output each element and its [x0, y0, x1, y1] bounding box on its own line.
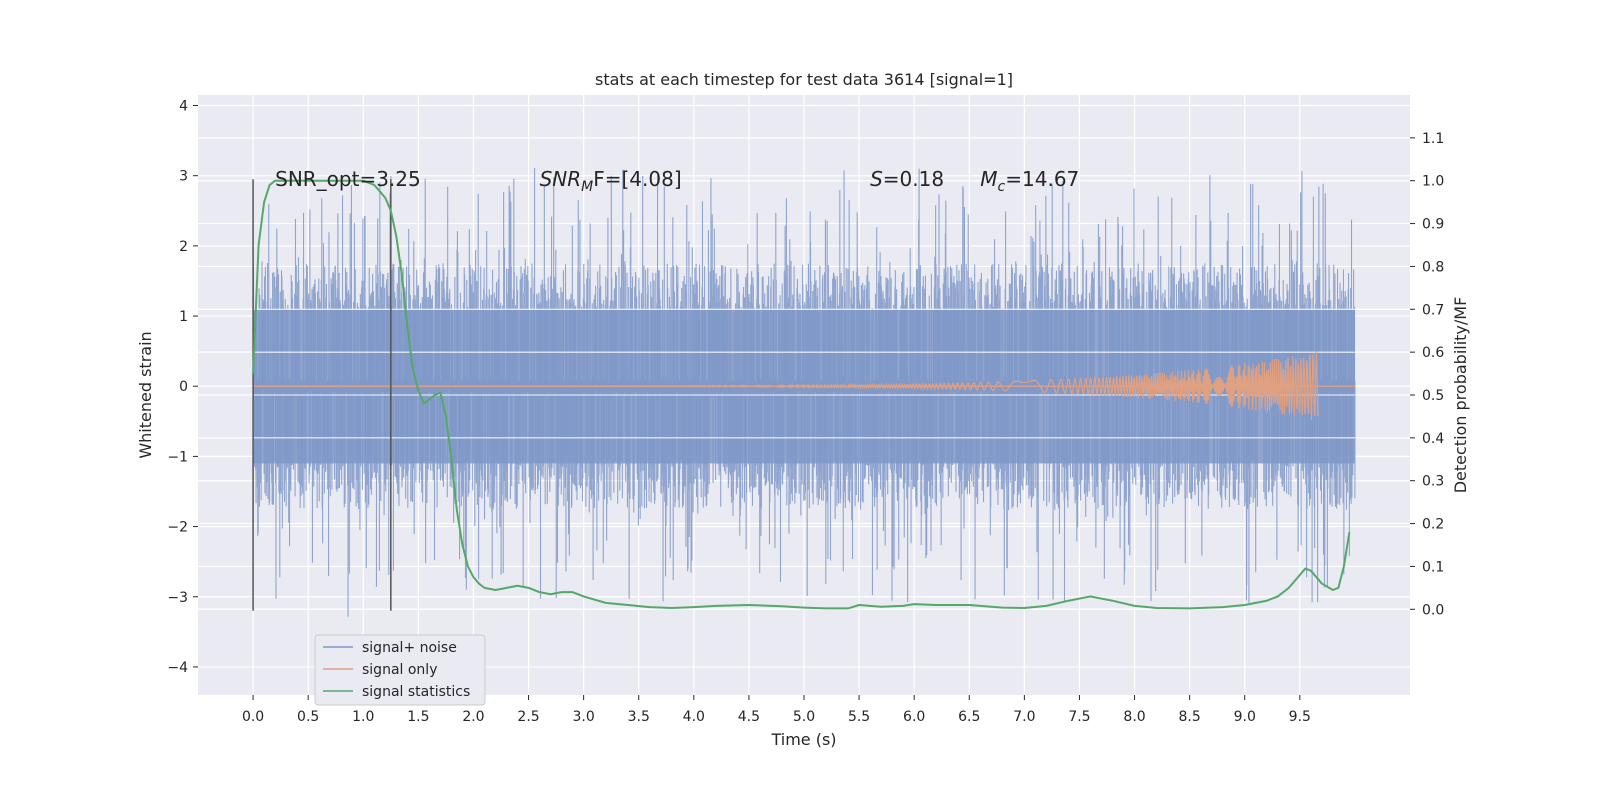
x-tick-label: 2.0: [462, 709, 484, 725]
y-right-tick-label: 0.9: [1422, 217, 1444, 233]
annotation-mc: Mc=14.67: [980, 167, 1079, 195]
y-tick-label: 4: [179, 99, 188, 115]
x-tick-label: 7.5: [1068, 709, 1090, 725]
x-tick-label: 1.0: [352, 709, 374, 725]
x-tick-label: 5.5: [848, 709, 870, 725]
x-tick-label: 3.5: [628, 709, 650, 725]
x-tick-label: 0.5: [297, 709, 319, 725]
y-right-tick-label: 0.5: [1422, 388, 1444, 404]
y-tick-label: 3: [179, 169, 188, 185]
legend: signal+ noise signal only signal statist…: [314, 634, 486, 706]
y-right-tick-label: 0.4: [1422, 431, 1444, 447]
y-right-tick-label: 1.0: [1422, 174, 1444, 190]
y-right-tick-label: 0.1: [1422, 559, 1444, 575]
y-axis-right-label: Detection probability/MF: [1451, 297, 1470, 494]
x-tick-label: 7.0: [1013, 709, 1035, 725]
legend-label-signal-only: signal only: [362, 662, 437, 678]
annotation-s-value: =0.18: [883, 167, 944, 191]
y-axis-label: Whitened strain: [136, 331, 155, 458]
annotation-mc-value: =14.67: [1005, 167, 1079, 191]
y-tick-label: 2: [179, 239, 188, 255]
annotation-s: S=0.18: [870, 167, 944, 191]
y-tick-label: −1: [167, 449, 188, 465]
y-tick-label: 0: [179, 379, 188, 395]
series-signal-statistics: [252, 179, 1351, 610]
annotation-s-symbol: S: [870, 167, 883, 191]
x-tick-label: 5.0: [793, 709, 815, 725]
x-tick-label: 6.0: [903, 709, 925, 725]
ticks: 0.0 0.5 1.0 1.5 2.0 2.5 3.0 3.5 4.0 4.5 5.0 5.5 6.0 6…: [167, 99, 1444, 725]
annotation-snr-mf: SNRMF=[4.08]: [540, 167, 682, 195]
x-tick-label: 6.5: [958, 709, 980, 725]
legend-label-signal-noise: signal+ noise: [362, 640, 457, 656]
x-tick-label: 8.5: [1179, 709, 1201, 725]
annotation-mc-symbol: M: [980, 167, 997, 191]
x-tick-label: 4.0: [683, 709, 705, 725]
legend-box: [314, 634, 486, 706]
x-tick-label: 9.5: [1289, 709, 1311, 725]
y-tick-label: −4: [167, 660, 188, 676]
y-tick-label: −3: [167, 590, 188, 606]
annotation-snr-opt: SNR_opt=3.25: [275, 167, 421, 191]
y-right-tick-label: 0.0: [1422, 602, 1444, 618]
x-tick-label: 9.0: [1234, 709, 1256, 725]
x-tick-label: 1.5: [407, 709, 429, 725]
y-tick-label: −2: [167, 520, 188, 536]
data-layer: [252, 167, 1356, 617]
y-right-tick-label: 0.6: [1422, 345, 1444, 361]
annotation-snr-mf-symbol: SNR: [540, 167, 582, 191]
chart-title: stats at each timestep for test data 361…: [595, 70, 1013, 89]
x-tick-label: 4.5: [738, 709, 760, 725]
x-axis-label: Time (s): [770, 730, 836, 749]
y-tick-label: 1: [179, 309, 188, 325]
annotation-mc-subscript: c: [998, 179, 1006, 195]
annotation-snr-mf-value: F=[4.08]: [593, 167, 681, 191]
x-tick-label: 0.0: [242, 709, 264, 725]
y-right-tick-label: 0.8: [1422, 259, 1444, 275]
x-tick-label: 8.0: [1123, 709, 1145, 725]
x-tick-label: 2.5: [517, 709, 539, 725]
y-right-tick-label: 0.2: [1422, 517, 1444, 533]
y-right-tick-label: 0.7: [1422, 302, 1444, 318]
legend-label-signal-statistics: signal statistics: [362, 684, 470, 700]
y-right-tick-label: 1.1: [1422, 131, 1444, 147]
annotation-snr-mf-subscript: M: [581, 179, 593, 195]
y-right-tick-label: 0.3: [1422, 474, 1444, 490]
x-tick-label: 3.0: [573, 709, 595, 725]
